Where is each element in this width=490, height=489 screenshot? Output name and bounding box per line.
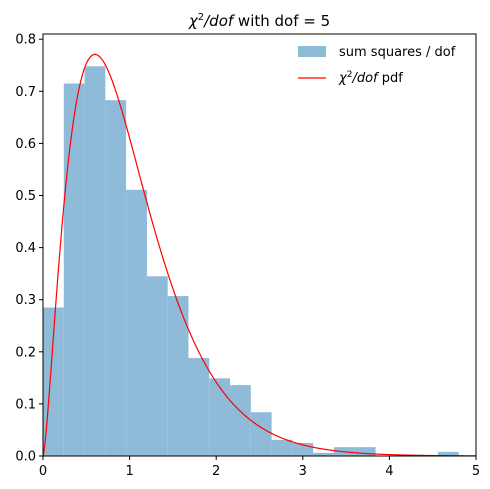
y-tick-label: 0.0 bbox=[15, 450, 36, 465]
y-tick-label: 0.2 bbox=[15, 345, 36, 360]
x-axis: 0 1 2 3 4 5 bbox=[39, 456, 480, 479]
histogram-bar bbox=[105, 100, 127, 456]
x-tick-label: 2 bbox=[212, 464, 220, 479]
x-tick-label: 4 bbox=[385, 464, 393, 479]
y-tick-label: 0.7 bbox=[15, 85, 36, 100]
pdf-curve bbox=[42, 53, 477, 457]
legend-curve-superscript: 2 bbox=[347, 70, 353, 80]
y-tick-label: 0.5 bbox=[15, 189, 36, 204]
legend-label-curve: χ2/dof pdf bbox=[338, 70, 403, 86]
y-axis: 0.0 0.1 0.2 0.3 0.4 0.5 0.6 0.7 0.8 bbox=[15, 33, 43, 465]
legend-curve-suffix: pdf bbox=[378, 71, 404, 86]
y-tick-label: 0.1 bbox=[15, 397, 36, 412]
histogram-bar bbox=[167, 296, 189, 456]
legend-curve-slash: / bbox=[351, 71, 358, 86]
histogram-bar bbox=[271, 439, 293, 456]
histogram-bar bbox=[250, 412, 272, 456]
histogram-bar bbox=[313, 452, 334, 456]
x-tick-label: 1 bbox=[125, 464, 133, 479]
histogram-bar bbox=[437, 451, 459, 456]
y-tick-label: 0.4 bbox=[15, 241, 36, 256]
legend-curve-dof: dof bbox=[357, 71, 380, 86]
legend: sum squares / dof χ2/dof pdf bbox=[298, 45, 456, 86]
legend-label-histogram: sum squares / dof bbox=[339, 45, 456, 60]
y-tick-label: 0.3 bbox=[15, 293, 36, 308]
histogram-bar bbox=[63, 83, 85, 456]
legend-curve-chi: χ bbox=[338, 71, 348, 86]
chart-title: χ2/dof with dof = 5 bbox=[188, 12, 330, 30]
histogram-bar bbox=[354, 447, 376, 456]
histogram-bar bbox=[146, 276, 168, 456]
plot-frame bbox=[42, 33, 477, 457]
histogram-bar bbox=[126, 189, 147, 456]
x-tick-label: 3 bbox=[299, 464, 307, 479]
x-tick-label: 5 bbox=[472, 464, 480, 479]
title-superscript: 2 bbox=[198, 12, 204, 23]
y-tick-label: 0.8 bbox=[15, 33, 36, 48]
histogram-bar bbox=[188, 358, 210, 456]
x-tick-label: 0 bbox=[39, 464, 47, 479]
bars-group bbox=[43, 66, 459, 456]
legend-swatch-histogram bbox=[298, 46, 326, 57]
histogram-bar bbox=[230, 385, 251, 456]
histogram-bar bbox=[209, 378, 231, 456]
title-suffix: with dof = 5 bbox=[233, 12, 330, 30]
title-dof: dof bbox=[209, 12, 236, 30]
histogram-bar bbox=[43, 307, 64, 456]
title-slash: / bbox=[202, 12, 211, 30]
title-chi: χ bbox=[188, 12, 199, 30]
histogram-bar bbox=[84, 66, 106, 456]
y-tick-label: 0.6 bbox=[15, 137, 36, 152]
